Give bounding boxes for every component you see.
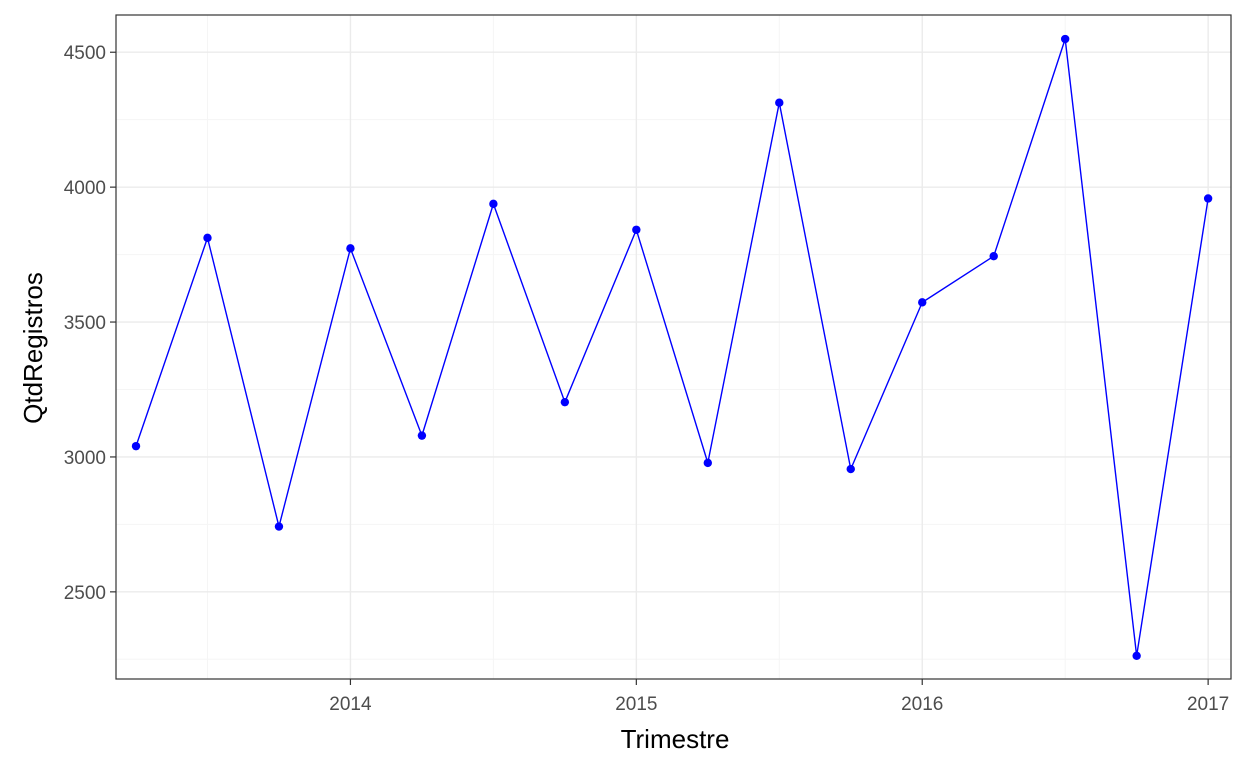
- data-point: [846, 464, 855, 474]
- y-axis-title: QtdRegistros: [18, 272, 48, 424]
- data-point: [131, 441, 141, 451]
- grid-minor: [116, 15, 1231, 679]
- y-axis-tick-labels: 2500 3000 3500 4000 4500: [64, 43, 106, 604]
- series-layer: [131, 34, 1213, 660]
- data-point: [918, 298, 927, 307]
- data-point: [989, 252, 998, 261]
- data-point: [632, 225, 641, 234]
- data-point: [775, 98, 784, 107]
- data-point: [274, 522, 284, 531]
- y-tick-label: 3500: [64, 313, 106, 334]
- data-point: [1203, 194, 1213, 203]
- x-tick-label: 2016: [901, 694, 943, 715]
- x-tick-label: 2014: [329, 694, 372, 715]
- x-axis-title: Trimestre: [621, 724, 730, 754]
- data-point: [417, 431, 427, 440]
- data-point: [560, 397, 570, 407]
- data-point: [1132, 651, 1141, 660]
- x-axis-tick-labels: 2014 2015 2016 2017: [329, 694, 1229, 715]
- x-tick-label: 2017: [1187, 694, 1229, 715]
- data-point: [346, 244, 355, 253]
- data-point: [1060, 34, 1070, 44]
- panel-border: [115, 14, 1232, 680]
- y-tick-label: 2500: [64, 583, 106, 604]
- grid-major: [116, 15, 1231, 679]
- data-point: [203, 233, 212, 243]
- axis-ticks: [110, 51, 1209, 685]
- series-line: [135, 38, 1209, 657]
- y-tick-label: 4000: [64, 178, 106, 199]
- data-point: [703, 458, 713, 468]
- x-tick-label: 2015: [615, 694, 657, 715]
- y-tick-label: 3000: [64, 448, 106, 469]
- y-tick-label: 4500: [64, 43, 106, 64]
- data-point: [489, 199, 498, 209]
